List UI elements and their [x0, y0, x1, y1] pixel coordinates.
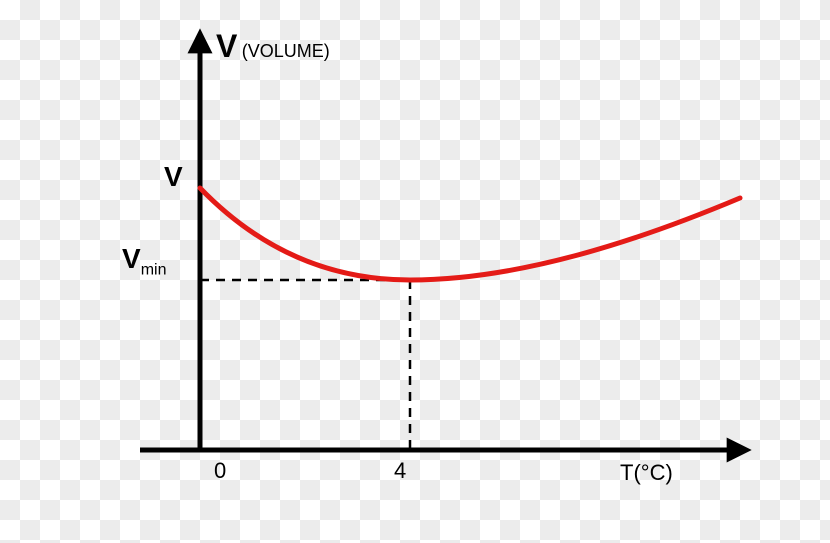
x-axis-label-text: T(°C) [620, 460, 673, 485]
volume-curve [200, 188, 740, 280]
x-tick-4-text: 4 [394, 458, 406, 483]
chart-canvas: V (VOLUME) T(°C) V Vmin 0 4 [0, 0, 830, 543]
x-tick-4: 4 [394, 458, 406, 484]
y-axis-label: V (VOLUME) [216, 28, 330, 65]
x-axis-label: T(°C) [620, 460, 673, 486]
y-tick-v: V [164, 161, 183, 193]
y-tick-vmin-sub: min [141, 261, 167, 278]
y-axis-label-main: V [216, 28, 237, 65]
y-tick-vmin-main: V [122, 243, 141, 274]
x-tick-0-text: 0 [214, 458, 226, 483]
x-tick-0: 0 [214, 458, 226, 484]
y-tick-vmin: Vmin [122, 243, 166, 280]
y-axis-label-sub: (VOLUME) [242, 41, 330, 61]
y-tick-v-text: V [164, 161, 183, 192]
guide-lines [200, 280, 410, 450]
